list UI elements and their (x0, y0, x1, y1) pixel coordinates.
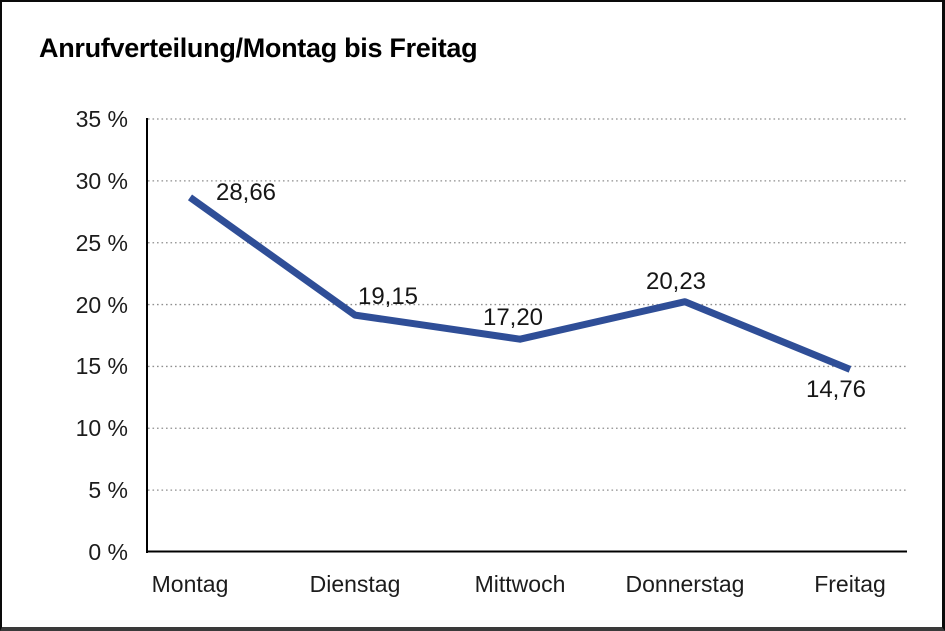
x-axis-label: Montag (151, 571, 229, 597)
y-tick-label: 30 % (75, 168, 128, 194)
y-tick-label: 0 % (88, 539, 128, 565)
data-point-label: 20,23 (645, 268, 707, 295)
data-point-label: 17,20 (482, 304, 544, 331)
data-line (187, 194, 852, 373)
data-point-label: 19,15 (357, 283, 419, 310)
x-axis-label: Mittwoch (474, 571, 566, 597)
data-point-label: 14,76 (805, 376, 867, 403)
y-tick-label: 25 % (75, 230, 128, 256)
y-tick-label: 5 % (88, 477, 128, 503)
chart-title: Anrufverteilung/Montag bis Freitag (39, 33, 478, 63)
y-tick-label: 15 % (75, 353, 128, 379)
y-tick-label: 20 % (75, 292, 128, 318)
y-tick-label: 10 % (75, 415, 128, 441)
x-axis-label: Dienstag (309, 571, 401, 597)
x-axis-label: Donnerstag (625, 571, 745, 597)
data-point-label: 28,66 (215, 179, 277, 206)
x-axis-label: Freitag (814, 571, 886, 597)
y-tick-label: 35 % (75, 106, 128, 132)
